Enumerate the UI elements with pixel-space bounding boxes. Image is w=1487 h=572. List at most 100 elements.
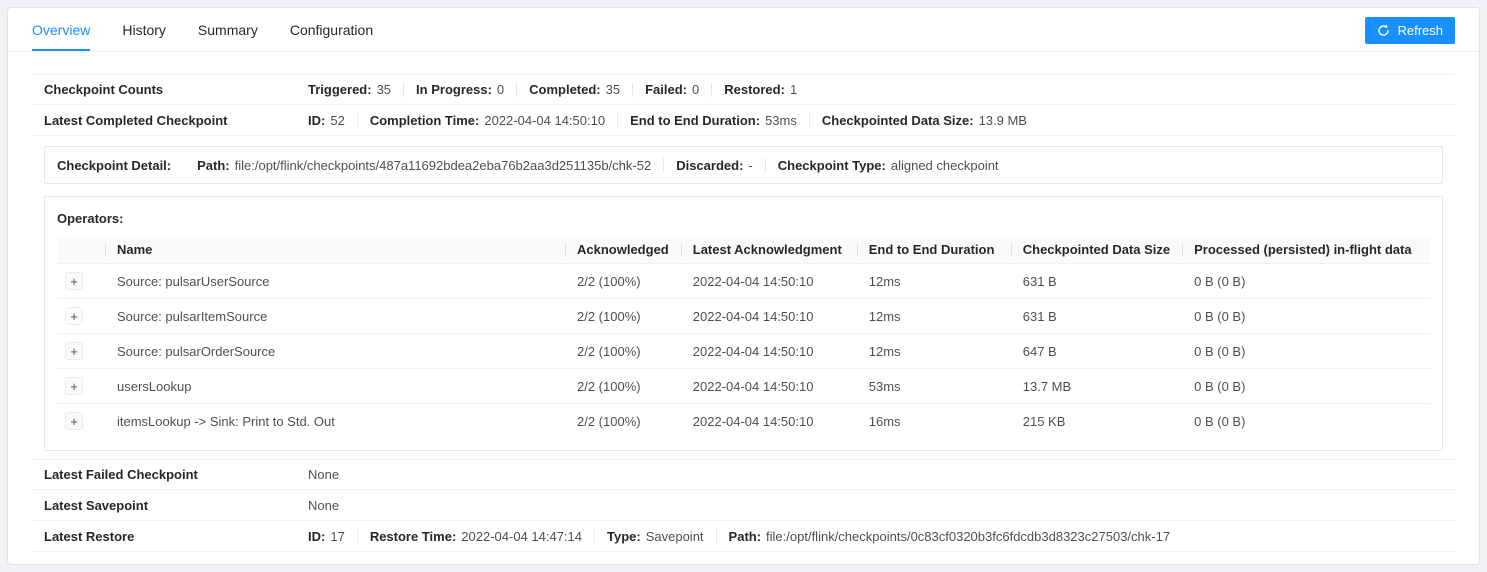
column-header-checkpointed-data-size: Checkpointed Data Size (1010, 236, 1183, 264)
tab-configuration[interactable]: Configuration (289, 22, 374, 38)
operator-row: + Source: pulsarOrderSource 2/2 (100%) 2… (57, 333, 1430, 369)
checkpoint-detail-box: Checkpoint Detail: Path: file:/opt/flink/… (44, 146, 1443, 184)
duration-value: 53ms (765, 112, 797, 128)
divider (617, 113, 619, 127)
operator-name: Source: pulsarOrderSource (105, 333, 565, 369)
tab-bar: Overview History Summary Configuration R… (8, 8, 1479, 52)
expand-row-icon[interactable]: + (65, 342, 83, 360)
refresh-button[interactable]: Refresh (1365, 17, 1455, 44)
refresh-label: Refresh (1397, 23, 1443, 38)
operator-data-size: 647 B (1010, 333, 1183, 369)
expand-row-icon[interactable]: + (65, 272, 83, 290)
tab-overview[interactable]: Overview (32, 8, 91, 51)
data-size-value: 13.9 MB (978, 112, 1027, 128)
divider (516, 82, 518, 97)
operator-duration: 53ms (856, 368, 1011, 404)
triggered-value: 35 (376, 82, 392, 97)
path-key: Path: (197, 157, 230, 173)
operators-box: Operators: Name Acknowledged Latest Ackn… (44, 196, 1443, 451)
row-label: Latest Completed Checkpoint (44, 112, 228, 128)
completion-time-key: Completion Time: (369, 112, 480, 128)
operator-acknowledged: 2/2 (100%) (565, 263, 681, 299)
operator-duration: 12ms (856, 263, 1011, 299)
operator-latest-ack: 2022-04-04 14:50:10 (692, 413, 814, 429)
row-latest-completed-checkpoint: Latest Completed Checkpoint ID: 52 Comple… (32, 105, 1455, 136)
checkpoint-summary-table: Checkpoint Counts Triggered: 35 In Progre… (32, 74, 1455, 136)
divider (356, 529, 358, 543)
operator-row: + itemsLookup -> Sink: Print to Std. Out… (57, 404, 1430, 439)
expand-row-icon[interactable]: + (65, 377, 83, 395)
row-label: Latest Savepoint (44, 497, 149, 513)
operator-data-size: 13.7 MB (1010, 368, 1183, 404)
operator-row: + Source: pulsarUserSource 2/2 (100%) 20… (57, 263, 1430, 299)
column-header-acknowledged: Acknowledged (565, 236, 681, 264)
completion-time-value: 2022-04-04 14:50:10 (484, 112, 606, 128)
overview-content: Checkpoint Counts Triggered: 35 In Progre… (8, 52, 1479, 552)
divider (403, 82, 405, 97)
restore-type-key: Type: (607, 528, 641, 544)
data-size-key: Checkpointed Data Size: (821, 112, 974, 128)
column-header-name: Name (105, 236, 565, 264)
duration-key: End to End Duration: (630, 112, 761, 128)
row-label: Latest Restore (44, 528, 135, 544)
column-header-inflight-data: Processed (persisted) in-flight data (1182, 236, 1430, 264)
operator-name: itemsLookup -> Sink: Print to Std. Out (117, 413, 335, 429)
operator-latest-ack: 2022-04-04 14:50:10 (680, 333, 857, 369)
restore-id-key: ID: (308, 528, 326, 544)
in-progress-key: In Progress: (416, 82, 492, 97)
operators-header-row: Name Acknowledged Latest Acknowledgment … (57, 236, 1430, 264)
divider (764, 158, 766, 172)
operator-name: usersLookup (105, 368, 565, 404)
column-header-latest-acknowledgment: Latest Acknowledgment (680, 236, 857, 264)
operator-acknowledged: 2/2 (100%) (565, 333, 681, 369)
discarded-key: Discarded: (676, 157, 744, 173)
checkpoint-detail-label: Checkpoint Detail: (57, 157, 172, 173)
tab-history[interactable]: History (122, 22, 166, 38)
failed-value: 0 (692, 82, 700, 97)
operator-duration: 12ms (856, 333, 1011, 369)
checkpoint-type-value: aligned checkpoint (890, 157, 999, 173)
operators-title: Operators: (57, 211, 124, 226)
completed-key: Completed: (529, 82, 601, 97)
divider (594, 529, 595, 543)
expand-column-header (57, 236, 105, 264)
operator-inflight: 0 B (0 B) (1182, 298, 1430, 334)
restored-key: Restored: (724, 82, 785, 97)
id-key: ID: (308, 112, 326, 128)
expand-row-icon[interactable]: + (65, 307, 83, 325)
operator-name: Source: pulsarUserSource (105, 263, 565, 299)
checkpoint-type-key: Checkpoint Type: (777, 157, 886, 173)
operator-inflight: 0 B (0 B) (1194, 413, 1246, 429)
operator-inflight: 0 B (0 B) (1182, 263, 1430, 299)
failed-key: Failed: (645, 82, 688, 97)
divider (711, 82, 713, 97)
operator-data-size: 215 KB (1022, 413, 1066, 429)
row-latest-restore: Latest Restore ID: 17 Restore Time: 2022-0… (32, 521, 1455, 552)
operator-latest-ack: 2022-04-04 14:50:10 (680, 263, 857, 299)
latest-events-table: Latest Failed Checkpoint None Latest Sav… (32, 459, 1455, 552)
discarded-value: - (748, 157, 753, 173)
id-value: 52 (330, 112, 345, 128)
divider (356, 113, 358, 127)
row-latest-savepoint: Latest Savepoint None (32, 490, 1455, 521)
path-value: file:/opt/flink/checkpoints/487a11692bde… (234, 157, 652, 173)
latest-failed-value: None (308, 467, 340, 482)
row-label: Latest Failed Checkpoint (44, 467, 198, 482)
operators-table: Name Acknowledged Latest Acknowledgment … (57, 236, 1430, 438)
expand-row-icon[interactable]: + (65, 412, 83, 430)
operator-name: Source: pulsarItemSource (105, 298, 565, 334)
restore-type-value: Savepoint (645, 528, 704, 544)
divider (632, 82, 634, 97)
operator-latest-ack: 2022-04-04 14:50:10 (680, 298, 857, 334)
operator-duration: 16ms (868, 413, 901, 429)
operator-data-size: 631 B (1010, 263, 1183, 299)
operator-inflight: 0 B (0 B) (1182, 368, 1430, 404)
restore-path-key: Path: (728, 528, 762, 544)
restore-time-value: 2022-04-04 14:47:14 (461, 528, 582, 544)
restore-id-value: 17 (330, 528, 345, 544)
row-checkpoint-counts: Checkpoint Counts Triggered: 35 In Progre… (32, 74, 1455, 105)
operator-latest-ack: 2022-04-04 14:50:10 (680, 368, 857, 404)
operator-data-size: 631 B (1010, 298, 1183, 334)
refresh-icon (1377, 24, 1390, 37)
tab-summary[interactable]: Summary (197, 22, 258, 38)
